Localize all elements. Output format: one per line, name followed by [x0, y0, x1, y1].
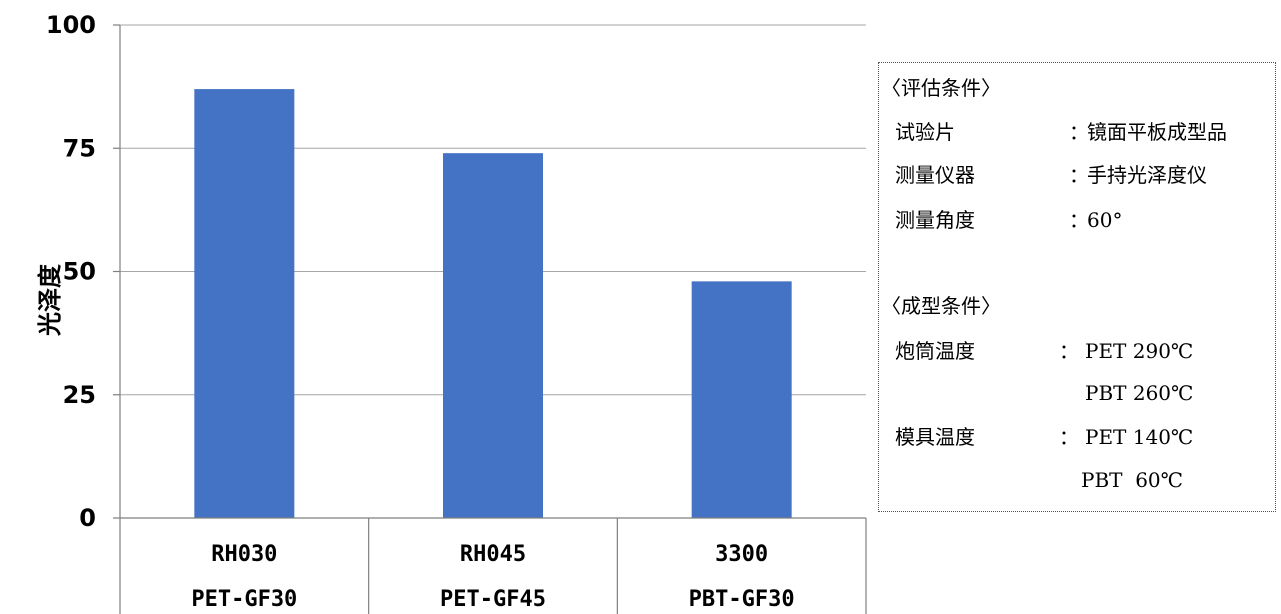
angle-label: 测量角度	[895, 208, 975, 232]
bars	[194, 89, 792, 518]
instrument-value: 手持光泽度仪	[1087, 163, 1207, 187]
mold-temp-label: 模具温度	[895, 425, 975, 449]
barrel-temp-pet: PET 290℃	[1085, 339, 1194, 363]
conditions-panel: 〈评估条件〉 试验片 ： 镜面平板成型品 测量仪器 ： 手持光泽度仪 测量角度 …	[878, 62, 1276, 512]
category-name-label: RH045	[460, 542, 526, 567]
mold-temp-pet: PET 140℃	[1085, 425, 1194, 449]
y-tick-label: 75	[63, 134, 96, 162]
colon: ：	[1069, 208, 1089, 232]
instrument-label: 测量仪器	[895, 163, 975, 187]
y-tick-label: 50	[63, 258, 96, 286]
category-name-label: 3300	[715, 542, 768, 567]
axes	[119, 25, 867, 614]
category-material-label: PBT-GF30	[689, 587, 795, 612]
bar	[443, 153, 543, 518]
category-material-label: PET-GF30	[191, 587, 297, 612]
colon: ：	[1069, 163, 1089, 187]
barrel-temp-pbt: PBT 260℃	[1085, 381, 1194, 405]
category-name-label: RH030	[211, 542, 277, 567]
bar	[691, 281, 792, 518]
colon: ：	[1059, 339, 1079, 363]
y-tick-label: 25	[63, 381, 96, 409]
angle-value: 60°	[1087, 208, 1123, 232]
y-tick-label: 0	[79, 504, 96, 532]
y-tick-labels: 0 25 50 75 100	[46, 11, 96, 532]
y-tick-label: 100	[46, 11, 96, 39]
colon: ：	[1059, 425, 1079, 449]
bar	[194, 89, 295, 518]
y-axis-label: 光泽度	[36, 263, 64, 337]
bar-chart: 0 25 50 75 100 RH030 PET-GF30 RH045 PET-GF45 330…	[36, 11, 867, 614]
barrel-temp-label: 炮筒温度	[895, 339, 975, 363]
category-material-label: PET-GF45	[440, 587, 546, 612]
eval-conditions-title: 〈评估条件〉	[881, 76, 1001, 100]
specimen-label: 试验片	[895, 120, 955, 144]
mold-temp-pbt: PBT 60℃	[1081, 468, 1184, 492]
molding-conditions-title: 〈成型条件〉	[881, 294, 1001, 318]
category-labels: RH030 PET-GF30 RH045 PET-GF45 3300 PBT-GF30	[191, 542, 794, 612]
specimen-value: 镜面平板成型品	[1087, 120, 1227, 144]
colon: ：	[1069, 120, 1089, 144]
